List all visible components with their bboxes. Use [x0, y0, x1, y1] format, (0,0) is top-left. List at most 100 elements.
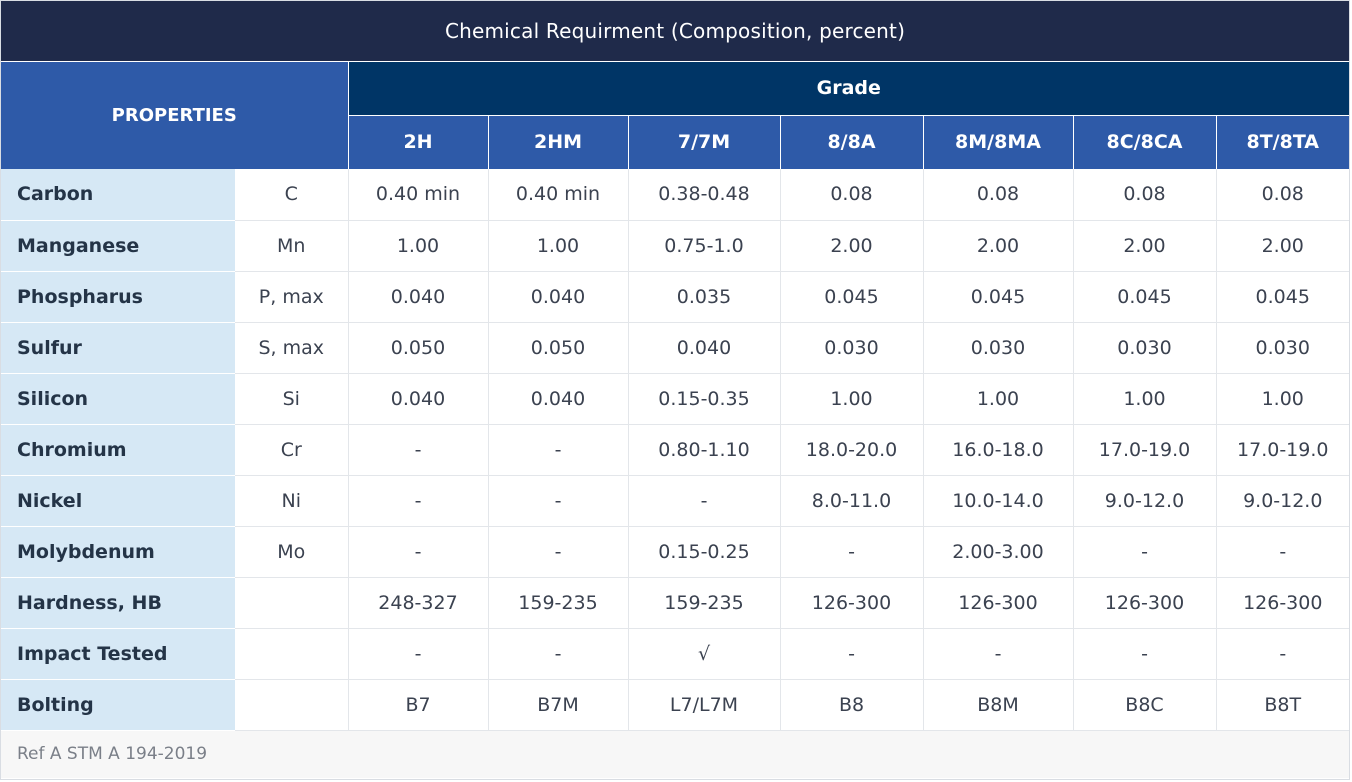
property-name: Carbon	[1, 169, 235, 221]
property-symbol: Mn	[235, 220, 349, 272]
property-name: Molybdenum	[1, 526, 235, 578]
property-name: Chromium	[1, 424, 235, 476]
grade-value-cell: 0.050	[348, 322, 489, 374]
property-name: Bolting	[1, 679, 235, 731]
property-symbol: Si	[235, 373, 349, 425]
grade-value-cell: 126-300	[780, 577, 924, 629]
grade-value-cell: -	[1216, 628, 1350, 680]
grade-value-cell: 1.00	[1073, 373, 1217, 425]
grade-value-cell: -	[628, 475, 781, 527]
grade-value-cell: 159-235	[488, 577, 629, 629]
grade-column-header: 2HM	[488, 115, 629, 169]
grade-value-cell: -	[1073, 628, 1217, 680]
grade-value-cell: 16.0-18.0	[923, 424, 1074, 476]
grade-value-cell: 0.030	[1073, 322, 1217, 374]
grade-value-cell: 0.030	[923, 322, 1074, 374]
grade-value-cell: 2.00	[780, 220, 924, 272]
grade-value-cell: 0.38-0.48	[628, 169, 781, 221]
grade-value-cell: 1.00	[1216, 373, 1350, 425]
grade-value-cell: -	[488, 424, 629, 476]
grade-value-cell: -	[780, 526, 924, 578]
table-row: Chromium Cr - -0.80-1.10 18.0-20.0 16.0-18.0 1…	[1, 424, 1350, 476]
grade-value-cell: -	[1216, 526, 1350, 578]
grade-value-cell: 159-235	[628, 577, 781, 629]
grade-value-cell: B8M	[923, 679, 1074, 731]
grade-column-header: 2H	[348, 115, 489, 169]
grade-column-header: 8M/8MA	[923, 115, 1074, 169]
grade-value-cell: 2.00	[923, 220, 1074, 272]
grade-value-cell: B7	[348, 679, 489, 731]
table-body: Carbon C 0.40 min 0.40 min 0.38-0.48 0.08 0.08…	[1, 169, 1350, 731]
grade-value-cell: 17.0-19.0	[1073, 424, 1217, 476]
grade-value-cell: 248-327	[348, 577, 489, 629]
property-name: Hardness, HB	[1, 577, 235, 629]
grade-value-cell: 0.040	[348, 373, 489, 425]
grade-value-cell: 0.08	[923, 169, 1074, 221]
grade-value-cell: 126-300	[1073, 577, 1217, 629]
grade-value-cell: 2.00-3.00	[923, 526, 1074, 578]
property-symbol: P, max	[235, 271, 349, 323]
property-name: Manganese	[1, 220, 235, 272]
grade-value-cell: -	[348, 628, 489, 680]
grade-value-cell: 0.040	[488, 373, 629, 425]
grade-value-cell: 0.040	[628, 322, 781, 374]
grade-value-cell: 0.75-1.0	[628, 220, 781, 272]
grade-value-cell: 0.08	[780, 169, 924, 221]
grade-value-cell: 1.00	[923, 373, 1074, 425]
grade-value-cell: B7M	[488, 679, 629, 731]
grade-value-cell: 126-300	[923, 577, 1074, 629]
property-name: Impact Tested	[1, 628, 235, 680]
reference-note: Ref A STM A 194-2019	[1, 729, 1350, 778]
property-symbol: Mo	[235, 526, 349, 578]
grade-column-header: 8/8A	[780, 115, 924, 169]
table-row: Silicon Si 0.040 0.040 0.15-0.35 1.00 1.00 1.00…	[1, 373, 1350, 425]
grade-value-cell: 0.15-0.35	[628, 373, 781, 425]
grade-value-cell: 0.08	[1216, 169, 1350, 221]
grade-value-cell: 2.00	[1073, 220, 1217, 272]
grade-value-cell: 0.40 min	[488, 169, 629, 221]
grade-value-cell: -	[348, 475, 489, 527]
grade-value-cell: 2.00	[1216, 220, 1350, 272]
property-name: Sulfur	[1, 322, 235, 374]
grade-value-cell: 0.045	[780, 271, 924, 323]
grade-value-cell: 0.045	[1073, 271, 1217, 323]
property-symbol: Ni	[235, 475, 349, 527]
grade-value-cell: 0.035	[628, 271, 781, 323]
grade-column-header: 7/7M	[628, 115, 781, 169]
property-symbol: S, max	[235, 322, 349, 374]
property-symbol: C	[235, 169, 349, 221]
grade-value-cell: -	[780, 628, 924, 680]
grade-column-header: 8T/8TA	[1216, 115, 1350, 169]
grade-value-cell: B8C	[1073, 679, 1217, 731]
grade-value-cell: -	[348, 526, 489, 578]
grade-value-cell: 0.050	[488, 322, 629, 374]
table-row: Carbon C 0.40 min 0.40 min 0.38-0.48 0.08 0.08…	[1, 169, 1350, 221]
grade-value-cell: 0.40 min	[348, 169, 489, 221]
grade-value-cell: -	[1073, 526, 1217, 578]
grade-value-cell: 10.0-14.0	[923, 475, 1074, 527]
table-row: Molybdenum Mo - -0.15-0.25-2.00-3.00- -	[1, 526, 1350, 578]
grade-value-cell: 0.08	[1073, 169, 1217, 221]
table-row: Phospharus P, max 0.040 0.040 0.035 0.045 0.04…	[1, 271, 1350, 323]
property-symbol	[235, 577, 349, 629]
grade-value-cell: 1.00	[488, 220, 629, 272]
grade-value-cell: -	[488, 628, 629, 680]
grade-value-cell: 0.040	[488, 271, 629, 323]
grade-value-cell: 9.0-12.0	[1073, 475, 1217, 527]
grade-value-cell: 0.045	[1216, 271, 1350, 323]
property-symbol	[235, 679, 349, 731]
property-symbol	[235, 628, 349, 680]
grade-value-cell: 17.0-19.0	[1216, 424, 1350, 476]
grade-value-cell: -	[348, 424, 489, 476]
table-row: Hardness, HB 248-327 159-235 159-235 126-300…	[1, 577, 1350, 629]
property-name: Phospharus	[1, 271, 235, 323]
grade-value-cell: B8	[780, 679, 924, 731]
grade-value-cell: -	[488, 475, 629, 527]
grade-value-cell: 1.00	[348, 220, 489, 272]
grade-value-cell: 0.80-1.10	[628, 424, 781, 476]
grade-value-cell: 0.045	[923, 271, 1074, 323]
property-symbol: Cr	[235, 424, 349, 476]
grade-value-cell: 9.0-12.0	[1216, 475, 1350, 527]
table-row: Nickel Ni - - -8.0-11.0 10.0-14.0 9.0-12.0 9.0-…	[1, 475, 1350, 527]
